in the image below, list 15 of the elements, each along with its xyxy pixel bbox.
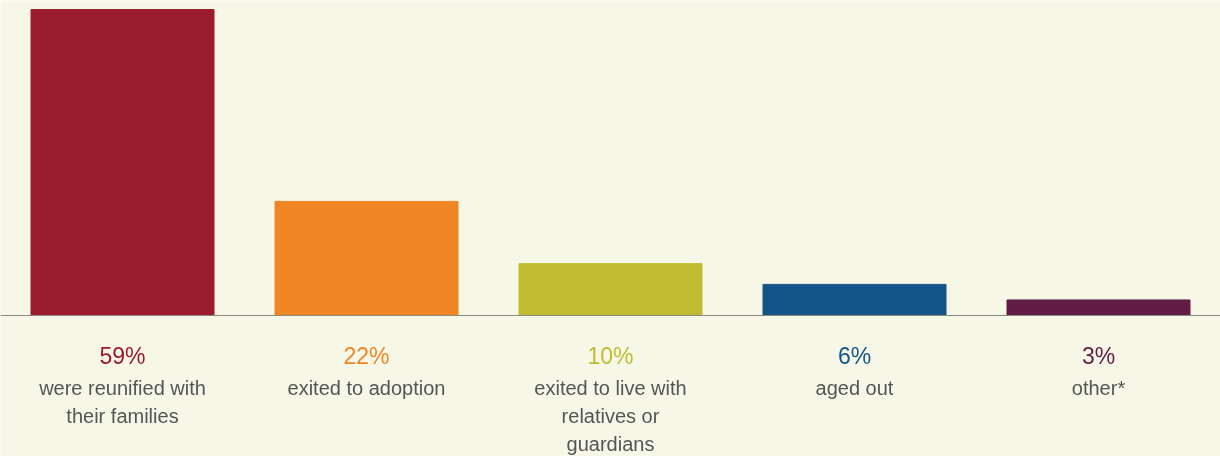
bar [1006, 299, 1191, 316]
bar [30, 9, 215, 316]
data-label: 59% [99, 342, 146, 369]
x-tick-label: were reunified with their families [38, 376, 206, 427]
x-tick-label: aged out [815, 376, 894, 399]
bar [762, 283, 947, 316]
bar [274, 200, 459, 316]
data-label: 3% [1081, 342, 1116, 369]
data-label: 10% [587, 342, 634, 369]
bar [518, 263, 703, 316]
x-tick-label: exited to adoption [287, 376, 446, 399]
data-label: 22% [343, 342, 390, 369]
x-tick-label: other* [1071, 376, 1126, 399]
data-label: 6% [837, 342, 872, 369]
x-tick-label: exited to live with relatives or guardians [534, 376, 687, 455]
